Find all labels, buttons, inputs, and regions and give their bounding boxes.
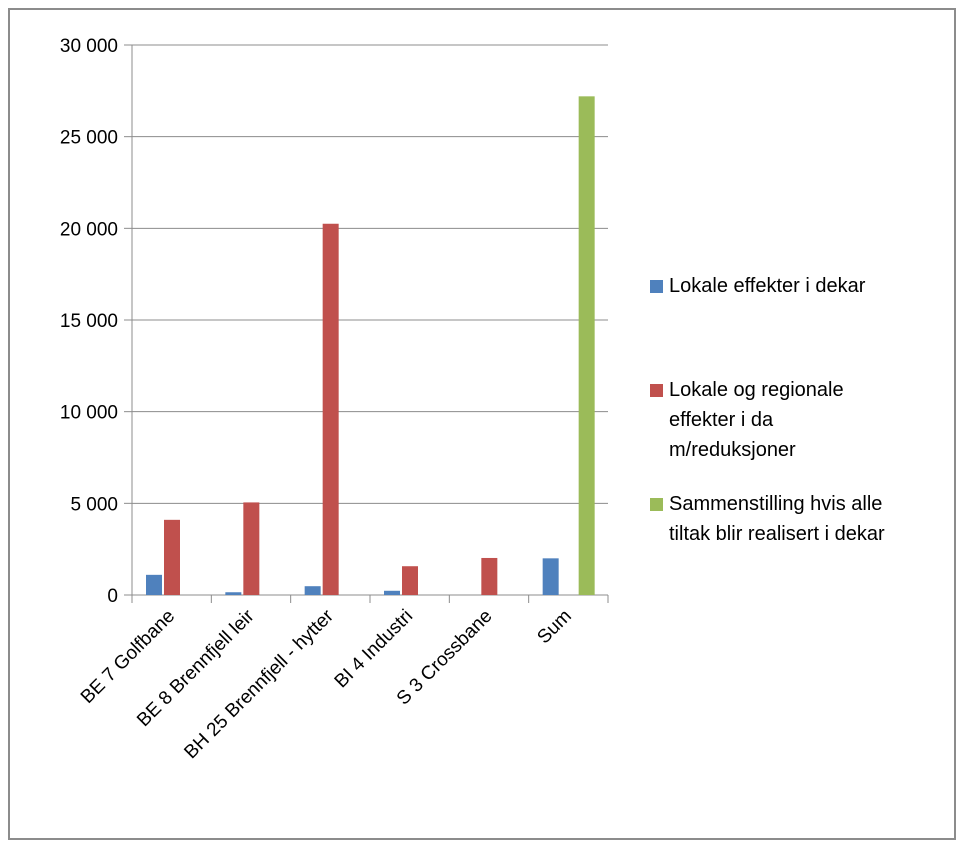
legend-swatch — [650, 498, 663, 511]
y-tick-label: 15 000 — [60, 311, 118, 332]
bar-chart: 0 5 000 10 000 15 000 20 000 25 000 30 000 BE … — [60, 36, 885, 763]
bar-lokale-1 — [225, 592, 242, 595]
bar-regionale-1 — [243, 502, 260, 595]
bars — [146, 96, 595, 595]
bar-regionale-0 — [164, 519, 180, 595]
x-tick-label: BI 4 Industri — [331, 606, 418, 693]
bar-lokale-3 — [384, 590, 400, 595]
gridlines — [132, 44, 608, 504]
y-tick-labels: 0 5 000 10 000 15 000 20 000 25 000 30 000 — [60, 36, 118, 607]
bar-regionale-2 — [322, 223, 339, 595]
legend-swatch — [650, 384, 663, 397]
y-tick-label: 5 000 — [70, 494, 118, 515]
legend-label: Lokale effekter i dekar — [669, 275, 866, 297]
bar-regionale-4 — [481, 557, 498, 595]
bar-regionale-3 — [402, 566, 418, 595]
legend-swatch — [650, 280, 663, 293]
bar-lokale-5 — [542, 558, 559, 595]
x-tick-label: BH 25 Brennfjell - hytter — [180, 605, 338, 763]
y-tick-label: 20 000 — [60, 219, 118, 240]
y-tick-label: 30 000 — [60, 36, 118, 57]
legend-label: Sammenstilling hvis alle tiltak blir real… — [669, 493, 885, 545]
x-tick-label: Sum — [533, 606, 575, 648]
bar-lokale-0 — [146, 574, 162, 595]
y-tick-label: 10 000 — [60, 403, 118, 424]
bar-sammenstilling-5 — [578, 96, 595, 595]
bar-lokale-2 — [304, 586, 321, 595]
y-tick-label: 25 000 — [60, 128, 118, 149]
legend: Lokale effekter i dekar Lokale og regiona… — [650, 275, 885, 545]
chart-frame: 0 5 000 10 000 15 000 20 000 25 000 30 000 BE … — [8, 8, 956, 840]
legend-label: Lokale og regionale effekter i da m/reduks… — [669, 379, 844, 461]
axes — [124, 44, 609, 603]
y-tick-label: 0 — [107, 586, 118, 607]
